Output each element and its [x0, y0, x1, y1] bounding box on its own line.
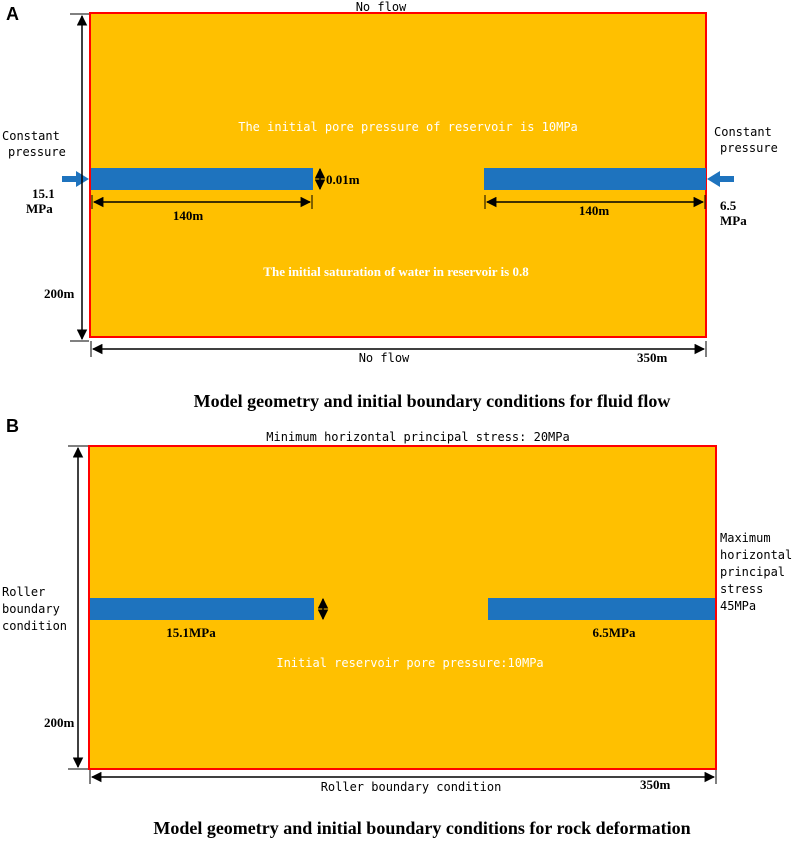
panel-b-right-well — [488, 598, 715, 620]
panel-a-right-inflow-arrow — [707, 171, 734, 187]
panel-b-caption: Model geometry and initial boundary cond… — [153, 818, 690, 838]
panel-b-right-boundary-line4: stress — [720, 582, 763, 596]
panel-a-label: A — [6, 4, 19, 24]
panel-b-initial-pore-pressure: Initial reservoir pore pressure:10MPa — [276, 656, 543, 670]
panel-b-left-boundary-line3: condition — [2, 619, 67, 633]
panel-a-well-thickness: 0.01m — [326, 172, 360, 187]
panel-a-bottom-boundary: No flow — [359, 351, 410, 365]
panel-b-left-boundary-line2: boundary — [2, 602, 60, 616]
panel-a-right-pressure-value: 6.5 — [720, 198, 737, 213]
panel-b-right-boundary-line3: principal — [720, 565, 785, 579]
panel-b-left-well-pressure: 15.1MPa — [166, 625, 216, 640]
panel-b-bottom-boundary: Roller boundary condition — [321, 780, 502, 794]
panel-b-width: 350m — [640, 777, 671, 792]
panel-a-caption: Model geometry and initial boundary cond… — [194, 391, 671, 411]
panel-a-left-pressure-unit: MPa — [26, 201, 53, 216]
panel-b-left-well — [90, 598, 314, 620]
panel-b-right-boundary-line5: 45MPa — [720, 599, 756, 613]
panel-b-right-boundary-line2: horizontal — [720, 548, 792, 562]
panel-a-left-inflow-arrow — [62, 171, 89, 187]
panel-b-label: B — [6, 416, 19, 436]
panel-a-left-well-length: 140m — [173, 208, 204, 223]
panel-a-right-pressure-unit: MPa — [720, 213, 747, 228]
panel-a-initial-pore-pressure: The initial pore pressure of reservoir i… — [238, 120, 578, 134]
panel-b-left-boundary-line1: Roller — [2, 585, 45, 599]
panel-a-top-boundary: No flow — [356, 0, 407, 14]
panel-b-right-boundary-line1: Maximum — [720, 531, 771, 545]
panel-a-left-pressure-value: 15.1 — [32, 186, 55, 201]
panel-b-height: 200m — [44, 715, 75, 730]
panel-a-left-boundary-line2: pressure — [8, 145, 66, 159]
panel-b-right-well-pressure: 6.5MPa — [593, 625, 636, 640]
panel-b-top-boundary: Minimum horizontal principal stress: 20M… — [266, 430, 569, 444]
panel-a-right-well — [484, 168, 706, 190]
panel-a-right-well-length: 140m — [579, 203, 610, 218]
panel-a-initial-saturation: The initial saturation of water in reser… — [263, 264, 529, 279]
panel-a-width: 350m — [637, 350, 668, 365]
panel-a-right-boundary-line1: Constant — [714, 125, 772, 139]
panel-a-left-boundary-line1: Constant — [2, 129, 60, 143]
panel-a-height: 200m — [44, 286, 75, 301]
panel-a-right-boundary-line2: pressure — [720, 141, 778, 155]
panel-a-left-well — [91, 168, 313, 190]
